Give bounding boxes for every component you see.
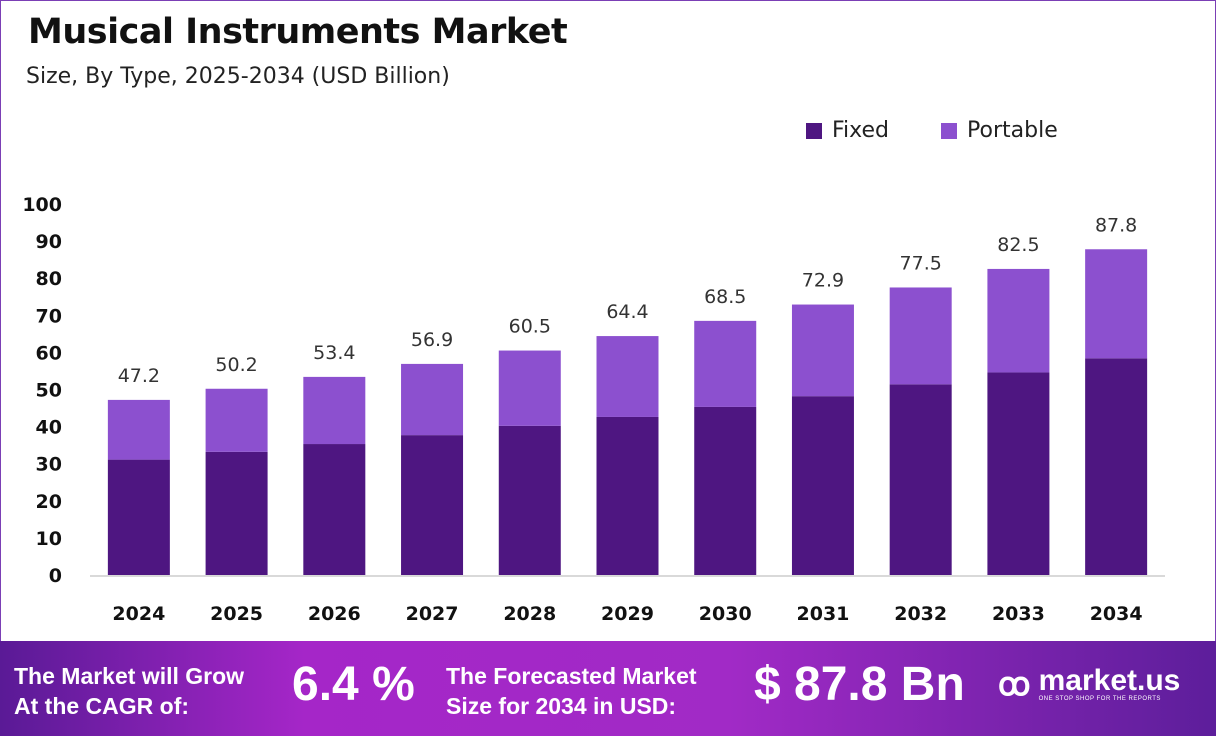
brand-logo: ꝏ market.us ONE STOP SHOP FOR THE REPORT… (998, 665, 1180, 703)
bar-portable-2029 (596, 336, 659, 417)
logo-icon: ꝏ (998, 666, 1031, 702)
bar-fixed-2027 (401, 435, 464, 575)
bar-fixed-2033 (987, 372, 1050, 575)
bar-portable-2025 (205, 388, 268, 452)
chart-title: Musical Instruments Market (28, 12, 568, 52)
bar-fixed-2025 (205, 451, 268, 575)
bar-portable-2031 (791, 304, 854, 397)
cagr-value: 6.4 % (292, 658, 415, 711)
data-label-total: 77.5 (900, 252, 942, 274)
x-tick-label: 2034 (1090, 603, 1143, 625)
x-tick-label: 2027 (406, 603, 459, 625)
bar-portable-2026 (303, 376, 366, 445)
cagr-label: The Market will Grow At the CAGR of: (14, 661, 284, 721)
brand-tagline: ONE STOP SHOP FOR THE REPORTS (1038, 696, 1161, 702)
forecast-label: The Forecasted Market Size for 2034 in U… (446, 661, 746, 721)
legend-label-fixed: Fixed (832, 118, 890, 143)
data-label-total: 82.5 (997, 234, 1039, 256)
x-tick-label: 2032 (894, 603, 947, 625)
y-tick-label: 10 (36, 528, 62, 550)
legend-label-portable: Portable (967, 118, 1058, 143)
bar-portable-2027 (401, 363, 464, 436)
bar-fixed-2026 (303, 444, 366, 575)
x-tick-label: 2024 (112, 603, 165, 625)
legend-item-fixed: Fixed (806, 118, 889, 143)
data-label-total: 47.2 (118, 365, 160, 387)
forecast-value: $ 87.8 Bn (754, 658, 965, 711)
data-label-total: 56.9 (411, 329, 453, 351)
footer-banner: The Market will Grow At the CAGR of: 6.4… (0, 641, 1216, 736)
x-tick-label: 2026 (308, 603, 361, 625)
bar-fixed-2030 (694, 406, 757, 575)
data-label-total: 64.4 (606, 301, 648, 323)
legend-item-portable: Portable (941, 118, 1058, 143)
x-tick-label: 2028 (503, 603, 556, 625)
y-tick-label: 40 (36, 417, 62, 439)
x-tick-label: 2033 (992, 603, 1045, 625)
bar-portable-2024 (107, 399, 170, 460)
legend-swatch-fixed (806, 122, 822, 139)
bar-fixed-2024 (107, 459, 170, 575)
legend: Fixed Portable (806, 118, 1058, 143)
y-tick-label: 100 (22, 194, 62, 216)
y-tick-label: 70 (36, 305, 62, 327)
y-tick-label: 0 (49, 565, 62, 587)
cagr-label-line1: The Market will Grow (14, 663, 245, 689)
bar-portable-2032 (889, 287, 952, 385)
chart-plot: 010203040506070809010047.2202450.2202553… (22, 194, 1165, 625)
y-tick-label: 60 (36, 342, 62, 364)
y-tick-label: 30 (36, 454, 62, 476)
data-label-total: 60.5 (509, 316, 551, 338)
bar-fixed-2034 (1085, 358, 1148, 575)
bar-fixed-2031 (791, 396, 854, 575)
bar-fixed-2029 (596, 416, 659, 575)
bar-portable-2030 (694, 320, 757, 407)
data-label-total: 87.8 (1095, 214, 1137, 236)
data-label-total: 53.4 (313, 342, 355, 364)
x-tick-label: 2031 (797, 603, 850, 625)
brand-name: market.us (1038, 664, 1181, 697)
data-label-total: 72.9 (802, 270, 844, 292)
forecast-label-line2: Size for 2034 in USD: (446, 693, 677, 719)
data-label-total: 50.2 (215, 354, 257, 376)
bar-portable-2028 (498, 350, 561, 426)
data-label-total: 68.5 (704, 286, 746, 308)
chart-subtitle: Size, By Type, 2025-2034 (USD Billion) (26, 64, 450, 89)
cagr-label-line2: At the CAGR of: (14, 693, 190, 719)
x-tick-label: 2029 (601, 603, 654, 625)
bar-portable-2033 (987, 268, 1050, 373)
y-tick-label: 90 (36, 231, 62, 253)
y-tick-label: 50 (36, 380, 62, 402)
legend-swatch-portable (941, 122, 958, 139)
bar-portable-2034 (1085, 249, 1148, 359)
y-tick-label: 80 (36, 268, 62, 290)
y-tick-label: 20 (36, 491, 62, 513)
x-tick-label: 2030 (699, 603, 752, 625)
forecast-label-line1: The Forecasted Market (446, 663, 697, 689)
bar-fixed-2028 (498, 425, 561, 575)
bar-fixed-2032 (889, 384, 952, 575)
x-tick-label: 2025 (210, 603, 263, 625)
